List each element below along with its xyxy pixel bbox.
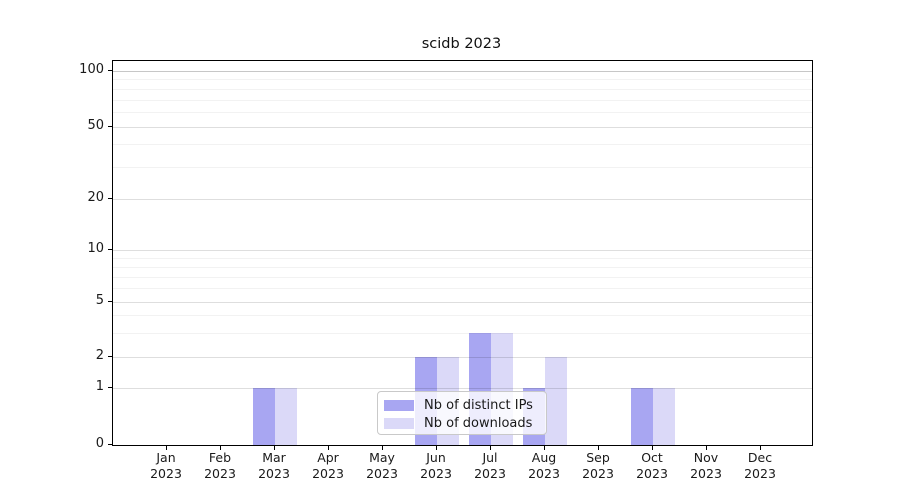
y-tick-mark <box>108 125 112 127</box>
legend-swatch-distinct-ips <box>384 399 414 411</box>
minor-gridline <box>113 88 812 90</box>
x-tick-label: Aug 2023 <box>528 450 560 481</box>
y-tick-label: 10 <box>87 241 104 256</box>
major-gridline <box>113 126 812 128</box>
plot-area <box>112 60 813 446</box>
major-gridline <box>113 388 812 389</box>
x-tick-mark <box>706 446 708 450</box>
minor-gridline <box>113 276 812 278</box>
major-gridline <box>113 302 812 303</box>
bar-mar-downloads <box>275 388 297 445</box>
bar-oct-downloads <box>653 388 675 445</box>
bar-mar-distinct-ips <box>253 388 275 445</box>
x-tick-mark <box>490 446 492 450</box>
minor-gridline <box>113 166 812 168</box>
x-tick-mark <box>328 446 330 450</box>
x-tick-label: Sep 2023 <box>582 450 614 481</box>
y-tick-mark <box>108 301 112 303</box>
x-tick-label: Jan 2023 <box>150 450 182 481</box>
minor-gridline <box>113 332 812 334</box>
y-tick-label: 0 <box>95 436 104 451</box>
bar-aug-downloads <box>545 357 567 445</box>
y-tick-mark <box>108 70 112 72</box>
x-tick-label: Apr 2023 <box>312 450 344 481</box>
x-tick-label: Oct 2023 <box>636 450 668 481</box>
minor-gridline <box>113 144 812 146</box>
x-tick-label: Dec 2023 <box>744 450 776 481</box>
y-tick-label: 100 <box>79 62 104 77</box>
x-tick-mark <box>544 446 546 450</box>
legend-label-distinct-ips: Nb of distinct IPs <box>424 397 533 413</box>
x-tick-label: Jul 2023 <box>474 450 506 481</box>
y-tick-mark <box>108 249 112 251</box>
bar-oct-distinct-ips <box>631 388 653 445</box>
y-tick-mark <box>108 387 112 389</box>
y-tick-label: 1 <box>95 379 104 394</box>
y-tick-label: 50 <box>87 117 104 133</box>
minor-gridline <box>113 111 812 113</box>
major-gridline <box>113 198 812 200</box>
y-tick-label: 5 <box>95 293 104 308</box>
x-tick-label: Mar 2023 <box>258 450 290 481</box>
x-tick-mark <box>652 446 654 450</box>
x-tick-mark <box>166 446 168 450</box>
x-tick-mark <box>220 446 222 450</box>
y-tick-mark <box>108 197 112 199</box>
minor-gridline <box>113 79 812 81</box>
minor-gridline <box>113 315 812 317</box>
x-tick-label: May 2023 <box>366 450 398 481</box>
legend-item-distinct-ips: Nb of distinct IPs <box>384 396 540 414</box>
y-tick-label: 2 <box>95 348 104 363</box>
x-tick-label: Jun 2023 <box>420 450 452 481</box>
major-gridline <box>113 357 812 358</box>
x-tick-mark <box>598 446 600 450</box>
chart-title: scidb 2023 <box>421 36 502 52</box>
legend-item-downloads: Nb of downloads <box>384 414 540 432</box>
major-gridline <box>113 250 812 251</box>
x-tick-mark <box>382 446 384 450</box>
x-tick-mark <box>760 446 762 450</box>
x-tick-label: Feb 2023 <box>204 450 236 481</box>
y-tick-label: 20 <box>87 189 104 205</box>
x-tick-mark <box>274 446 276 450</box>
major-gridline <box>113 71 812 72</box>
x-tick-label: Nov 2023 <box>690 450 722 481</box>
x-tick-mark <box>436 446 438 450</box>
minor-gridline <box>113 99 812 101</box>
legend: Nb of distinct IPs Nb of downloads <box>377 391 547 435</box>
y-tick-mark <box>108 356 112 358</box>
legend-swatch-downloads <box>384 417 414 429</box>
minor-gridline <box>113 257 812 259</box>
minor-gridline <box>113 288 812 290</box>
minor-gridline <box>113 266 812 268</box>
y-tick-mark <box>108 444 112 446</box>
legend-label-downloads: Nb of downloads <box>424 415 533 431</box>
